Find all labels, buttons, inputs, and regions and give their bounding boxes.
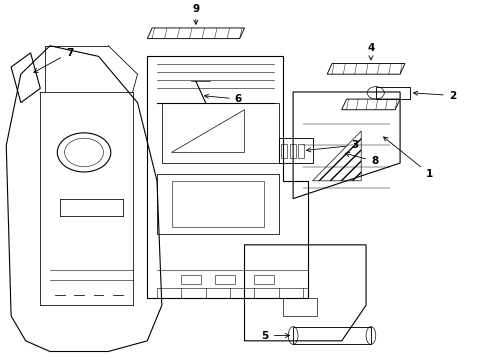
Text: 2: 2 — [413, 90, 455, 100]
Bar — [181, 275, 201, 284]
Bar — [278, 138, 312, 163]
Bar — [292, 327, 370, 345]
Text: 7: 7 — [34, 48, 73, 72]
Text: 6: 6 — [204, 94, 242, 104]
Bar — [281, 144, 286, 158]
Text: 1: 1 — [383, 137, 432, 179]
Bar — [375, 87, 409, 99]
Text: 9: 9 — [192, 4, 199, 24]
Text: 5: 5 — [261, 330, 289, 341]
Text: 4: 4 — [366, 42, 374, 60]
Text: 3: 3 — [306, 140, 358, 152]
Bar — [215, 275, 234, 284]
Text: 8: 8 — [345, 152, 377, 166]
Bar — [254, 275, 273, 284]
Bar — [298, 144, 304, 158]
Bar — [283, 298, 317, 316]
Bar — [289, 144, 295, 158]
